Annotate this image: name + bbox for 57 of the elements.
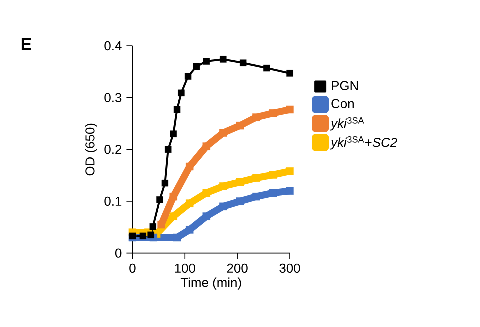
chart-title: E bbox=[22, 38, 32, 50]
point bbox=[174, 106, 181, 114]
point bbox=[173, 234, 182, 242]
point bbox=[150, 224, 157, 230]
point bbox=[170, 212, 178, 220]
y-tick-label: 0.1 bbox=[104, 196, 122, 206]
point bbox=[286, 106, 294, 114]
y-tick-label: 0.4 bbox=[104, 41, 122, 51]
point bbox=[220, 202, 228, 211]
point bbox=[140, 232, 147, 240]
point bbox=[186, 162, 194, 171]
point bbox=[286, 168, 294, 176]
point bbox=[202, 189, 210, 198]
point bbox=[170, 192, 178, 201]
point bbox=[186, 226, 194, 234]
point bbox=[202, 212, 210, 220]
y-axis-title: OD (650) bbox=[85, 124, 98, 176]
legend-label: Con bbox=[332, 99, 354, 108]
point bbox=[203, 58, 210, 65]
point bbox=[148, 232, 154, 239]
point bbox=[236, 122, 244, 130]
point bbox=[164, 146, 172, 154]
x-tick-label: 0 bbox=[130, 264, 136, 273]
legend-label: yki$^{3SA}$ bbox=[330, 117, 364, 131]
y-tick-label: 0.3 bbox=[104, 93, 122, 102]
point bbox=[240, 60, 247, 66]
y-tick-label: 0 bbox=[115, 248, 122, 258]
point bbox=[236, 198, 244, 206]
point bbox=[252, 174, 260, 182]
point bbox=[236, 178, 244, 186]
x-tick-label: 100 bbox=[175, 264, 196, 273]
point bbox=[170, 130, 177, 138]
legend-label: PGN bbox=[332, 81, 358, 90]
x-axis-title: Time (min) bbox=[180, 278, 242, 290]
point bbox=[156, 196, 164, 204]
point bbox=[286, 187, 294, 195]
x-tick-label: 200 bbox=[227, 264, 248, 273]
point bbox=[220, 129, 228, 137]
x-tick-label: 300 bbox=[280, 264, 300, 273]
point bbox=[193, 63, 200, 70]
point bbox=[178, 90, 185, 97]
point bbox=[269, 189, 278, 198]
legend-label: yki$^{3SA}$+SC2 bbox=[330, 136, 398, 150]
point bbox=[220, 56, 227, 63]
point bbox=[186, 200, 194, 208]
point bbox=[269, 171, 278, 179]
point bbox=[220, 182, 228, 190]
point bbox=[184, 73, 192, 80]
point bbox=[158, 220, 166, 229]
point bbox=[202, 142, 210, 150]
point bbox=[264, 64, 270, 72]
point bbox=[286, 70, 294, 77]
point bbox=[252, 114, 260, 122]
point bbox=[162, 180, 169, 187]
point bbox=[269, 110, 278, 118]
y-tick-label: 0.2 bbox=[104, 145, 122, 154]
point bbox=[252, 192, 260, 201]
